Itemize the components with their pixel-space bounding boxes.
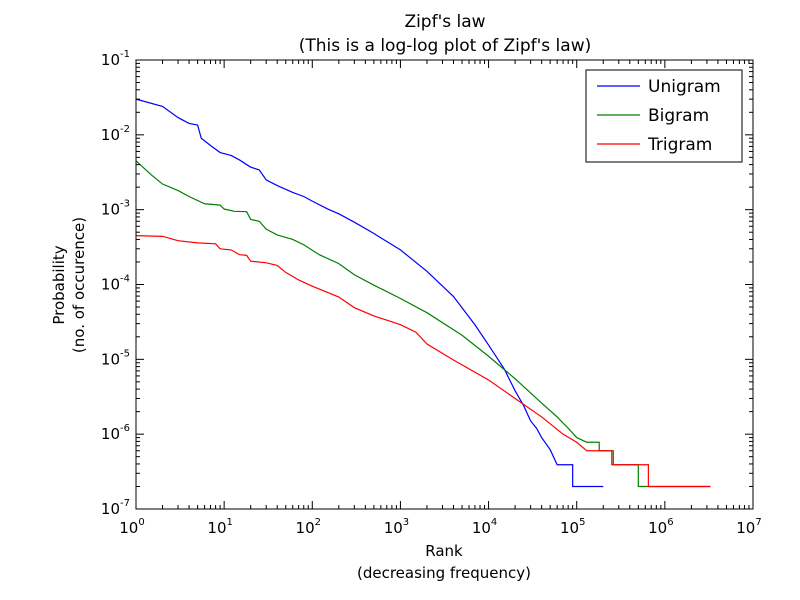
- y-tick-label-base: 10: [101, 350, 120, 368]
- legend: Unigram Bigram Trigram: [585, 69, 743, 163]
- y-tick-label-base: 10: [101, 276, 120, 294]
- y-tick-label: 10-2: [101, 124, 130, 144]
- y-tick-label-base: 10: [101, 126, 120, 144]
- legend-box: [585, 69, 743, 163]
- x-tick-label-exponent: 4: [491, 517, 497, 528]
- x-tick-label: 106: [648, 517, 673, 537]
- y-tick-label: 10-7: [101, 498, 130, 518]
- chart-title: Zipf's law: [404, 12, 485, 32]
- series-line-unigram: [135, 98, 604, 488]
- chart-subtitle: (This is a log-log plot of Zipf's law): [299, 36, 591, 56]
- y-tick-label: 10-6: [101, 423, 130, 443]
- y-tick-label-exponent: -7: [120, 498, 130, 509]
- legend-label-trigram: Trigram: [647, 135, 712, 155]
- y-axis-sublabel: (no. of occurence): [70, 217, 88, 353]
- y-tick-label-exponent: -5: [120, 348, 130, 359]
- x-tick-label: 107: [736, 517, 761, 537]
- x-axis-label: Rank: [425, 542, 463, 560]
- series-line-trigram: [135, 235, 711, 488]
- x-tick-label-base: 10: [207, 519, 226, 537]
- y-tick-label-base: 10: [101, 425, 120, 443]
- y-tick-label-exponent: -3: [120, 199, 130, 210]
- y-axis-label: Probability: [50, 245, 68, 324]
- x-tick-label: 103: [384, 517, 409, 537]
- x-tick-label-exponent: 1: [227, 517, 233, 528]
- x-tick-label-base: 10: [472, 519, 491, 537]
- y-tick-label: 10-5: [101, 348, 130, 368]
- series-layer: [135, 98, 711, 488]
- legend-label-bigram: Bigram: [648, 106, 709, 126]
- x-tick-label-exponent: 0: [138, 517, 144, 528]
- x-tick-label-base: 10: [648, 519, 667, 537]
- y-tick-label-exponent: -6: [120, 423, 130, 434]
- x-tick-label: 105: [560, 517, 585, 537]
- x-tick-label-base: 10: [384, 519, 403, 537]
- x-tick-label-base: 10: [119, 519, 138, 537]
- y-tick-label-base: 10: [101, 51, 120, 69]
- plot-frame: [135, 59, 754, 510]
- x-tick-label-base: 10: [296, 519, 315, 537]
- y-tick-label: 10-3: [101, 199, 130, 219]
- x-tick-label: 102: [296, 517, 321, 537]
- y-tick-label-base: 10: [101, 500, 120, 518]
- y-tick-label-exponent: -2: [120, 124, 130, 135]
- y-tick-label-base: 10: [101, 201, 120, 219]
- x-tick-label-base: 10: [736, 519, 755, 537]
- x-tick-label-exponent: 7: [755, 517, 761, 528]
- x-tick-label-base: 10: [560, 519, 579, 537]
- x-tick-label-exponent: 2: [315, 517, 321, 528]
- legend-label-unigram: Unigram: [648, 77, 721, 97]
- x-axis-sublabel: (decreasing frequency): [357, 564, 531, 582]
- series-line-bigram: [135, 160, 711, 488]
- y-tick-label-exponent: -4: [120, 274, 130, 285]
- x-tick-label-exponent: 5: [579, 517, 585, 528]
- x-tick-label-exponent: 3: [403, 517, 409, 528]
- y-tick-label-exponent: -1: [120, 49, 130, 60]
- x-tick-label-exponent: 6: [667, 517, 673, 528]
- x-tick-label: 104: [472, 517, 497, 537]
- x-tick-label: 101: [207, 517, 232, 537]
- x-tick-label: 100: [119, 517, 144, 537]
- y-tick-label: 10-4: [101, 274, 130, 294]
- y-tick-label: 10-1: [101, 49, 130, 69]
